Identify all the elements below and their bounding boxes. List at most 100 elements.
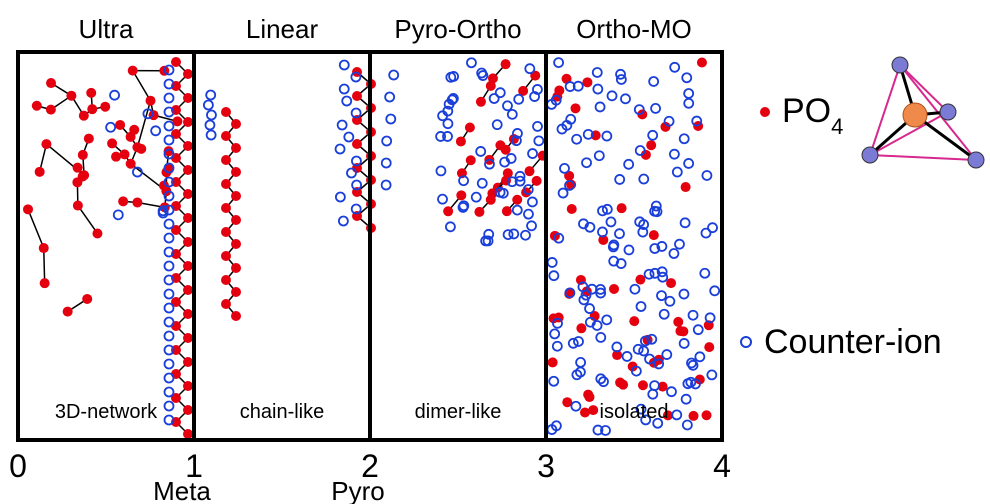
counter-ion xyxy=(611,341,623,353)
counter-ion xyxy=(163,232,175,244)
counter-ion xyxy=(663,115,675,127)
po4 xyxy=(92,228,103,239)
counter-ion xyxy=(653,358,665,370)
po4 xyxy=(221,227,231,237)
po4 xyxy=(662,410,673,421)
po4 xyxy=(132,197,143,208)
counter-ion xyxy=(163,246,175,258)
po4 xyxy=(46,78,57,89)
counter-ion xyxy=(142,108,154,120)
counter-ion xyxy=(607,241,619,253)
po4 xyxy=(183,429,193,439)
counter-ion xyxy=(605,216,617,228)
counter-ion xyxy=(163,302,175,314)
counter-ion xyxy=(552,317,563,329)
counter-ion xyxy=(443,98,455,110)
po4 xyxy=(87,104,98,115)
counter-ion xyxy=(350,71,362,83)
counter-ion xyxy=(346,167,357,179)
counter-ion xyxy=(494,87,506,99)
marker-label: Pyro xyxy=(331,476,384,504)
counter-ion xyxy=(476,67,488,79)
counter-ion xyxy=(163,358,175,370)
counter-ion xyxy=(384,91,396,103)
po4-label: PO4 xyxy=(782,92,843,139)
po4-symbol xyxy=(760,107,770,117)
counter-ion xyxy=(690,378,701,390)
counter-ion xyxy=(635,301,647,312)
counter-ion xyxy=(620,93,631,105)
counter-ion xyxy=(701,170,713,181)
po4 xyxy=(86,87,97,98)
counter-ion xyxy=(601,130,613,142)
counter-ion-symbol xyxy=(740,336,752,348)
counter-ion xyxy=(683,88,695,99)
po4 xyxy=(221,179,231,189)
po4 xyxy=(609,283,620,294)
po4 xyxy=(66,90,77,101)
counter-ion xyxy=(681,72,693,84)
po4 xyxy=(495,140,506,151)
counter-ion xyxy=(634,145,646,156)
counter-ion xyxy=(656,241,668,252)
po4 xyxy=(221,299,231,309)
po4 xyxy=(231,311,241,321)
labels: 0 1 2 3 4 Meta Pyro Ultra 3D-network Linear chain-… xyxy=(9,14,731,504)
counter-ion xyxy=(163,288,175,300)
po4 xyxy=(231,215,241,225)
po4 xyxy=(183,165,193,175)
counter-ion xyxy=(678,133,690,145)
counter-ion xyxy=(533,135,545,147)
counter-ion xyxy=(163,64,175,76)
po4 xyxy=(501,206,512,217)
po4 xyxy=(231,143,241,153)
bond xyxy=(132,70,152,102)
counter-ion xyxy=(206,109,217,121)
po4 xyxy=(582,77,593,88)
bond xyxy=(27,209,45,249)
counter-ion xyxy=(514,175,526,187)
counter-ion xyxy=(334,191,346,203)
counter-ion xyxy=(163,386,175,398)
counter-ion xyxy=(649,243,661,254)
counter-ion xyxy=(638,173,650,185)
counter-ion xyxy=(644,353,655,365)
counter-ion xyxy=(638,345,650,357)
counter-ion xyxy=(650,200,662,212)
po4 xyxy=(352,91,362,101)
counter-ion xyxy=(508,228,520,240)
counter-ion xyxy=(685,376,697,388)
counter-ion xyxy=(679,217,691,229)
counter-ion xyxy=(634,216,646,228)
tick-label: 4 xyxy=(713,448,731,484)
po4 xyxy=(221,275,231,285)
tick-label: 2 xyxy=(361,448,379,484)
bond xyxy=(77,205,99,234)
counter-ion xyxy=(483,228,495,240)
po4 xyxy=(115,119,126,130)
po4 xyxy=(41,139,52,150)
counter-ion xyxy=(595,283,606,295)
po4 xyxy=(696,57,707,68)
counter-ion xyxy=(594,101,606,113)
counter-ion xyxy=(502,100,513,112)
po4 xyxy=(443,206,454,217)
po4 xyxy=(456,190,467,201)
po4 xyxy=(701,410,712,421)
counter-ion xyxy=(633,104,645,116)
counter-ion xyxy=(615,74,627,85)
po4 xyxy=(616,203,627,214)
po4 xyxy=(183,117,193,127)
po4 xyxy=(521,187,532,198)
counter-ion xyxy=(649,380,661,392)
po4 xyxy=(183,93,193,103)
po4 xyxy=(474,206,485,217)
counter-ion xyxy=(650,103,661,114)
po4 xyxy=(231,263,241,273)
counter-ion xyxy=(163,176,175,188)
po4 xyxy=(171,129,181,139)
counter-ion xyxy=(163,204,175,216)
counter-ion xyxy=(163,372,175,384)
po4 xyxy=(518,85,529,96)
